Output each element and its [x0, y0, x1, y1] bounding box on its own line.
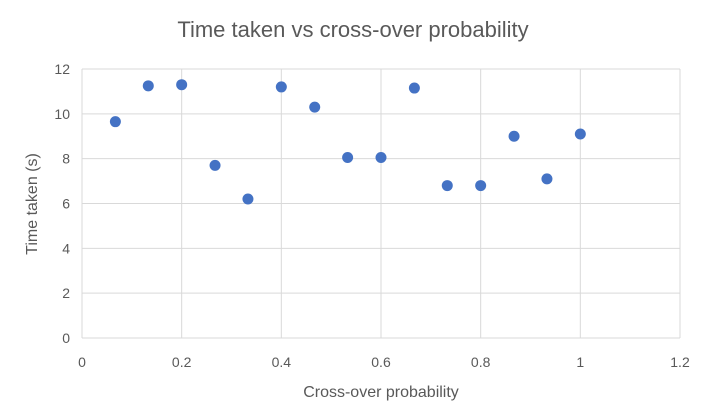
data-point [574, 128, 586, 140]
x-axis-title: Cross-over probability [303, 384, 459, 401]
y-tick-label: 0 [62, 330, 70, 346]
y-tick-label: 12 [54, 61, 70, 77]
y-tick-label: 10 [54, 106, 70, 122]
data-point [242, 193, 254, 205]
data-point [475, 180, 487, 192]
data-point [375, 152, 387, 164]
x-tick-label: 0.8 [471, 354, 491, 370]
chart-title: Time taken vs cross-over probability [177, 17, 528, 42]
x-tick-label: 0.4 [272, 354, 292, 370]
y-tick-label: 4 [62, 240, 70, 256]
data-point [541, 173, 553, 185]
data-point [176, 79, 188, 91]
x-tick-label: 0 [78, 354, 86, 370]
y-axis-title: Time taken (s) [24, 153, 41, 255]
x-tick-label: 1 [576, 354, 584, 370]
data-point [408, 82, 420, 94]
y-tick-label: 6 [62, 196, 70, 212]
x-tick-label: 0.6 [371, 354, 391, 370]
data-point [275, 81, 287, 93]
data-point [508, 130, 520, 142]
data-point [309, 101, 321, 113]
data-point [342, 152, 354, 164]
x-tick-label: 1.2 [670, 354, 690, 370]
data-point [209, 159, 221, 171]
data-points [109, 79, 586, 205]
x-tick-label: 0.2 [172, 354, 192, 370]
gridlines [81, 68, 681, 339]
tick-labels: 0 2 4 6 8 10 12 0 0.2 0.4 0.6 0.8 1 1.2 [54, 61, 690, 370]
data-point [109, 116, 121, 128]
y-tick-label: 8 [62, 151, 70, 167]
data-point [142, 80, 154, 92]
data-point [441, 180, 453, 192]
y-tick-label: 2 [62, 285, 70, 301]
